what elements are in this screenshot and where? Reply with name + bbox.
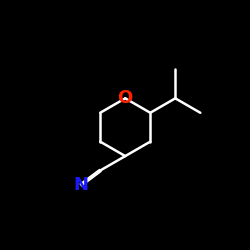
Text: O: O — [118, 89, 133, 107]
Text: N: N — [74, 176, 88, 194]
